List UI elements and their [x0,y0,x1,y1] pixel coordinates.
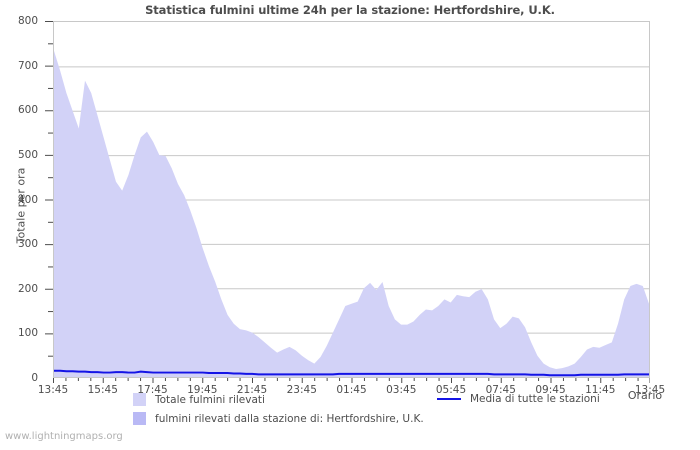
y-tick-label: 600 [17,104,38,117]
y-tick-label: 800 [17,15,38,27]
y-tick-label: 400 [17,193,38,206]
footer-credit: www.lightningmaps.org [5,431,123,442]
x-axis-title: Orario [627,389,663,402]
legend-item-average: Media di tutte le stazioni [437,393,600,405]
y-axis-ticks [45,21,53,357]
x-tick-label: 09:45 [535,384,566,396]
x-tick-label: 13:45 [634,384,666,396]
y-tick-label: 0 [31,372,38,384]
x-tick-label: 15:45 [87,384,118,396]
y-tick-label: 300 [17,238,38,251]
legend-item-total: Totale fulmini rilevati [133,393,265,406]
y-axis-tick-labels: 0 100 200 300 400 500 600 700 800 [0,0,48,450]
x-tick-label: 03:45 [386,384,417,396]
x-axis-tick-labels: 13:45 15:45 17:45 19:45 21:45 23:45 01:45 03:45… [0,384,700,400]
plot-area [53,21,650,378]
legend-item-station: fulmini rilevati dalla stazione di: Hert… [133,412,424,425]
legend-label-total: Totale fulmini rilevati [155,393,265,406]
y-tick-label: 100 [17,327,38,340]
legend-swatch-station-icon [133,412,146,425]
legend-label-average: Media di tutte le stazioni [470,393,600,405]
x-tick-label: 19:45 [187,384,218,396]
x-tick-label: 07:45 [485,384,516,396]
x-tick-label: 01:45 [336,384,367,396]
legend-swatch-total-icon [133,393,146,406]
x-tick-label: 21:45 [236,384,268,396]
x-tick-label: 13:45 [37,384,69,396]
x-axis-ticks [53,378,650,383]
legend-line-average-icon [437,398,461,400]
chart-legend: Totale fulmini rilevati fulmini rilevati… [0,393,700,431]
y-tick-label: 200 [17,282,38,295]
x-tick-label: 23:45 [286,384,317,396]
x-tick-label: 11:45 [585,384,616,396]
data-series [54,50,649,377]
legend-label-station: fulmini rilevati dalla stazione di: Hert… [155,412,424,425]
x-tick-label: 05:45 [435,384,467,396]
y-tick-label: 700 [17,59,38,72]
y-tick-label: 500 [17,148,38,161]
chart-title: Statistica fulmini ultime 24h per la sta… [145,3,555,17]
